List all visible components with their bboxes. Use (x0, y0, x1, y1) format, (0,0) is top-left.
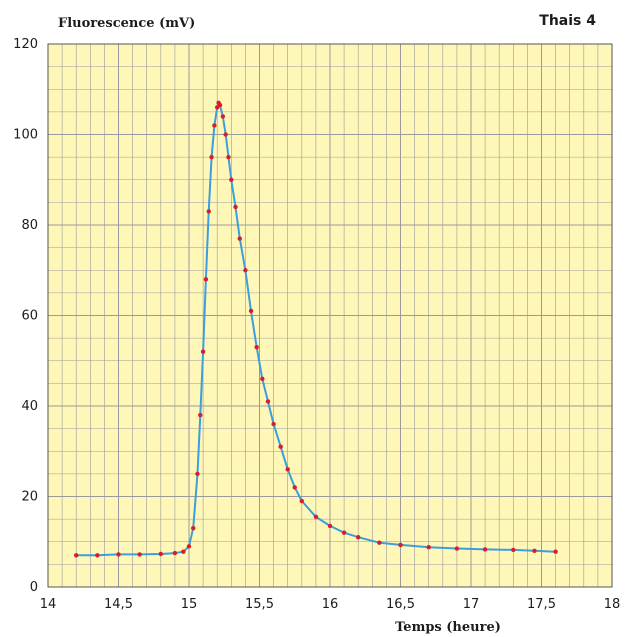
data-point (198, 412, 203, 418)
data-point (186, 544, 192, 549)
data-point (74, 553, 79, 558)
x-tick-label: 17 (463, 597, 480, 612)
x-axis-label: Temps (heure) (395, 620, 501, 635)
x-tick-label: 16,5 (386, 597, 415, 612)
plot-frame (47, 43, 613, 588)
axis-layer: 14 14,5 15 15,5 16 16,5 17 17,5 18 0 20 40 60 80 100 12… (13, 37, 620, 612)
data-point (341, 530, 347, 535)
y-tick-label: 40 (21, 399, 38, 414)
data-point (200, 349, 206, 354)
points-layer (74, 100, 558, 558)
data-point (233, 204, 238, 210)
data-point (95, 553, 100, 558)
data-point (191, 525, 196, 531)
data-point (532, 548, 537, 553)
data-point (172, 550, 178, 556)
x-tick-label: 15 (181, 597, 198, 612)
x-tick-label: 15,5 (245, 597, 274, 612)
y-tick-label: 120 (13, 37, 38, 52)
data-point (217, 102, 223, 108)
data-point (212, 123, 217, 128)
data-point (313, 514, 319, 520)
y-tick-label: 20 (21, 490, 38, 505)
grid-layer (47, 43, 613, 588)
x-tick-label: 16 (322, 597, 339, 612)
data-point (254, 344, 259, 350)
data-point (299, 498, 304, 504)
y-tick-label: 100 (13, 128, 38, 143)
data-point (454, 546, 460, 551)
data-point (377, 540, 382, 545)
data-point (327, 523, 333, 529)
x-tick-label: 14 (40, 597, 57, 612)
labels-layer: Fluorescence (mV) Thais 4 Temps (heure) (58, 13, 596, 635)
data-point (271, 421, 276, 427)
data-point (116, 552, 121, 557)
data-point (356, 535, 361, 540)
y-axis-label: Fluorescence (mV) (58, 16, 195, 31)
y-tick-label: 0 (30, 580, 38, 595)
data-point (285, 467, 290, 472)
data-point (229, 177, 234, 182)
data-point (265, 399, 271, 404)
data-point (203, 277, 209, 282)
data-point (482, 547, 488, 552)
data-point (137, 552, 142, 557)
data-point (237, 236, 242, 241)
x-tick-label: 17,5 (527, 597, 556, 612)
data-point (206, 209, 211, 214)
data-point (226, 154, 231, 160)
data-point (243, 268, 248, 273)
data-point (158, 551, 163, 557)
data-point (278, 444, 283, 449)
data-point (426, 544, 431, 550)
data-point (553, 549, 558, 554)
data-point (195, 471, 200, 477)
x-tick-label: 18 (604, 597, 621, 612)
data-point (292, 485, 297, 490)
data-point (511, 547, 516, 553)
data-point (223, 132, 228, 137)
data-point (398, 542, 403, 548)
data-point (181, 549, 186, 554)
x-tick-label: 14,5 (104, 597, 133, 612)
y-tick-label: 60 (21, 309, 38, 324)
data-point (260, 376, 265, 382)
y-tick-label: 80 (21, 218, 38, 233)
data-point (220, 114, 226, 119)
chart-title: Thais 4 (539, 13, 596, 29)
data-point (209, 154, 214, 160)
data-point (248, 308, 254, 314)
